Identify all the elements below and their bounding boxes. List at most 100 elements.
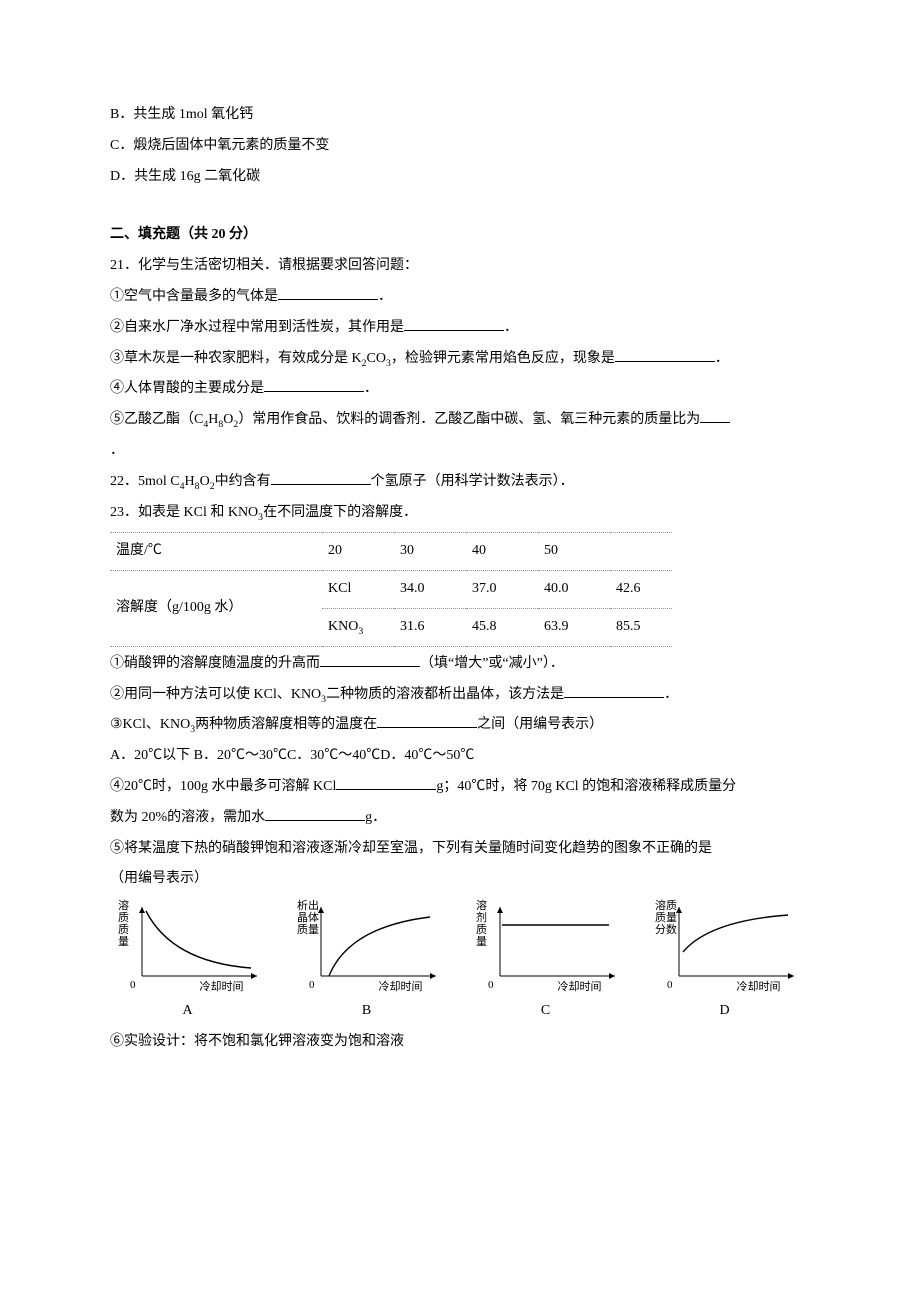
blank: [377, 713, 477, 728]
svg-text:0: 0: [309, 979, 315, 991]
section-2-heading: 二、填充题（共 20 分）: [110, 220, 810, 251]
q22-c: 个氢原子（用科学计数法表示）．: [371, 474, 574, 489]
chart-b: 析出晶体质量 0 冷却时间 B: [289, 899, 444, 1027]
charts-row: 溶质质量0冷却时间A析出晶体质量0冷却时间B溶剂质量0冷却时间C溶质质量分数0冷…: [110, 899, 810, 1027]
blank: [700, 408, 730, 423]
table-cell: 45.8: [466, 608, 538, 646]
blank: [271, 470, 371, 485]
table-cell: 37.0: [466, 571, 538, 609]
q23-5-line2: 数为 20%的溶液，需加水 g．: [110, 803, 810, 834]
svg-text:晶体: 晶体: [297, 910, 319, 924]
svg-text:冷却时间: 冷却时间: [737, 980, 781, 993]
q23-3-c: 之间（用编号表示）: [477, 717, 603, 732]
table-cell: 31.6: [394, 608, 466, 646]
blank: [320, 652, 420, 667]
gap: [110, 192, 810, 220]
table-cell: KNO3: [322, 608, 394, 646]
svg-text:质: 质: [476, 923, 487, 936]
chart-label: A: [182, 996, 192, 1027]
table-cell: 63.9: [538, 608, 610, 646]
q23-stem-a: 23．如表是 KCl 和 KNO: [110, 505, 258, 520]
q23-5-b: g；40℃时，将 70g KCl 的饱和溶液稀释成质量分: [436, 779, 736, 794]
q21-stem: 21．化学与生活密切相关．请根据要求回答问题：: [110, 251, 810, 282]
blank: [564, 683, 664, 698]
q21-5-end: ．: [110, 436, 810, 467]
q23-1: ①硝酸钾的溶解度随温度的升高而（填“增大”或“减小”）．: [110, 649, 810, 680]
q21-4: ④人体胃酸的主要成分是 ．: [110, 374, 810, 405]
table-cell: 溶解度（g/100g 水）: [110, 571, 322, 647]
blank: [278, 285, 378, 300]
q21-2-a: ②自来水厂净水过程中常用到活性炭，其作用是: [110, 320, 404, 335]
q21-3-mid: CO: [367, 351, 386, 366]
table-cell: KCl: [322, 571, 394, 609]
q21-5-a: ⑤乙酸乙酯（C: [110, 412, 203, 427]
q21-3-b: ，检验钾元素常用焰色反应，现象是: [391, 351, 615, 366]
q23-5-d: g．: [365, 810, 386, 825]
q23-2: ②用同一种方法可以使 KCl、KNO3二种物质的溶液都析出晶体，该方法是．: [110, 680, 810, 711]
q21-2: ②自来水厂净水过程中常用到活性炭，其作用是 ．: [110, 313, 810, 344]
chart-label: C: [541, 996, 550, 1027]
svg-text:剂: 剂: [476, 910, 487, 924]
chart-c: 溶剂质量0冷却时间C: [468, 899, 623, 1027]
q23-7: ⑥实验设计：将不饱和氯化钾溶液变为饱和溶液: [110, 1027, 810, 1058]
q23-2-c: ．: [664, 687, 678, 702]
table-cell: 40.0: [538, 571, 610, 609]
svg-text:冷却时间: 冷却时间: [379, 980, 423, 993]
q23-3-b: 两种物质溶解度相等的温度在: [195, 717, 377, 732]
table-cell: 42.6: [610, 571, 672, 609]
q21-4-a: ④人体胃酸的主要成分是: [110, 381, 264, 396]
q21-3-c: ．: [715, 351, 729, 366]
q21-3: ③草木灰是一种农家肥料，有效成分是 K2CO3，检验钾元素常用焰色反应，现象是．: [110, 344, 810, 375]
blank: [264, 377, 364, 392]
svg-text:0: 0: [488, 979, 494, 991]
q21-5-b: ）常用作食品、饮料的调香剂．乙酸乙酯中碳、氢、氧三种元素的质量比为: [238, 412, 700, 427]
blank: [265, 806, 365, 821]
q21-3-a: ③草木灰是一种农家肥料，有效成分是 K: [110, 351, 362, 366]
table-cell: 50: [538, 533, 610, 571]
t: O: [200, 474, 210, 489]
blank: [336, 775, 436, 790]
svg-text:分数: 分数: [655, 923, 677, 936]
q21-1-b: ．: [378, 289, 392, 304]
t: H: [185, 474, 195, 489]
table-cell: 40: [466, 533, 538, 571]
table-cell: 温度/℃: [110, 533, 322, 571]
svg-text:0: 0: [667, 979, 673, 991]
chart-label: B: [362, 996, 371, 1027]
svg-text:质量: 质量: [297, 923, 319, 936]
table-cell: [610, 533, 672, 571]
q20-option-d: D．共生成 16g 二氧化碳: [110, 162, 810, 193]
svg-text:冷却时间: 冷却时间: [200, 980, 244, 993]
q23-6-line2: （用编号表示）: [110, 864, 810, 895]
svg-text:量: 量: [118, 935, 129, 948]
q23-2-a: ②用同一种方法可以使 KCl、KNO: [110, 687, 321, 702]
q23-stem-b: 在不同温度下的溶解度．: [263, 505, 417, 520]
q21-2-b: ．: [504, 320, 518, 335]
q23-2-b: 二种物质的溶液都析出晶体，该方法是: [326, 687, 564, 702]
svg-text:析出: 析出: [297, 899, 319, 912]
solubility-table: 温度/℃20304050 溶解度（g/100g 水）KCl34.037.040.0…: [110, 532, 672, 646]
svg-text:溶: 溶: [118, 899, 129, 912]
chart-a: 溶质质量0冷却时间A: [110, 899, 265, 1027]
chart-d: 溶质质量分数0冷却时间D: [647, 899, 802, 1027]
svg-text:质: 质: [118, 911, 129, 924]
t: H: [208, 412, 218, 427]
table-cell: 85.5: [610, 608, 672, 646]
q21-4-b: ．: [364, 381, 378, 396]
q23-1-b: （填“增大”或“减小”）．: [420, 656, 564, 671]
q22-a: 22．5mol C: [110, 474, 180, 489]
table-cell: 20: [322, 533, 394, 571]
q20-option-c: C．煅烧后固体中氧元素的质量不变: [110, 131, 810, 162]
q22-b: 中约含有: [215, 474, 271, 489]
table-cell: 34.0: [394, 571, 466, 609]
q23-5-c: 数为 20%的溶液，需加水: [110, 810, 265, 825]
q23-stem: 23．如表是 KCl 和 KNO3在不同温度下的溶解度．: [110, 498, 810, 529]
q23-5-a: ④20℃时，100g 水中最多可溶解 KCl: [110, 779, 336, 794]
t: O: [223, 412, 233, 427]
q23-3: ③KCl、KNO3两种物质溶解度相等的温度在之间（用编号表示）: [110, 710, 810, 741]
svg-text:溶质: 溶质: [655, 899, 677, 912]
blank: [615, 347, 715, 362]
svg-text:0: 0: [130, 979, 136, 991]
q23-3-a: ③KCl、KNO: [110, 717, 190, 732]
table-cell: 30: [394, 533, 466, 571]
